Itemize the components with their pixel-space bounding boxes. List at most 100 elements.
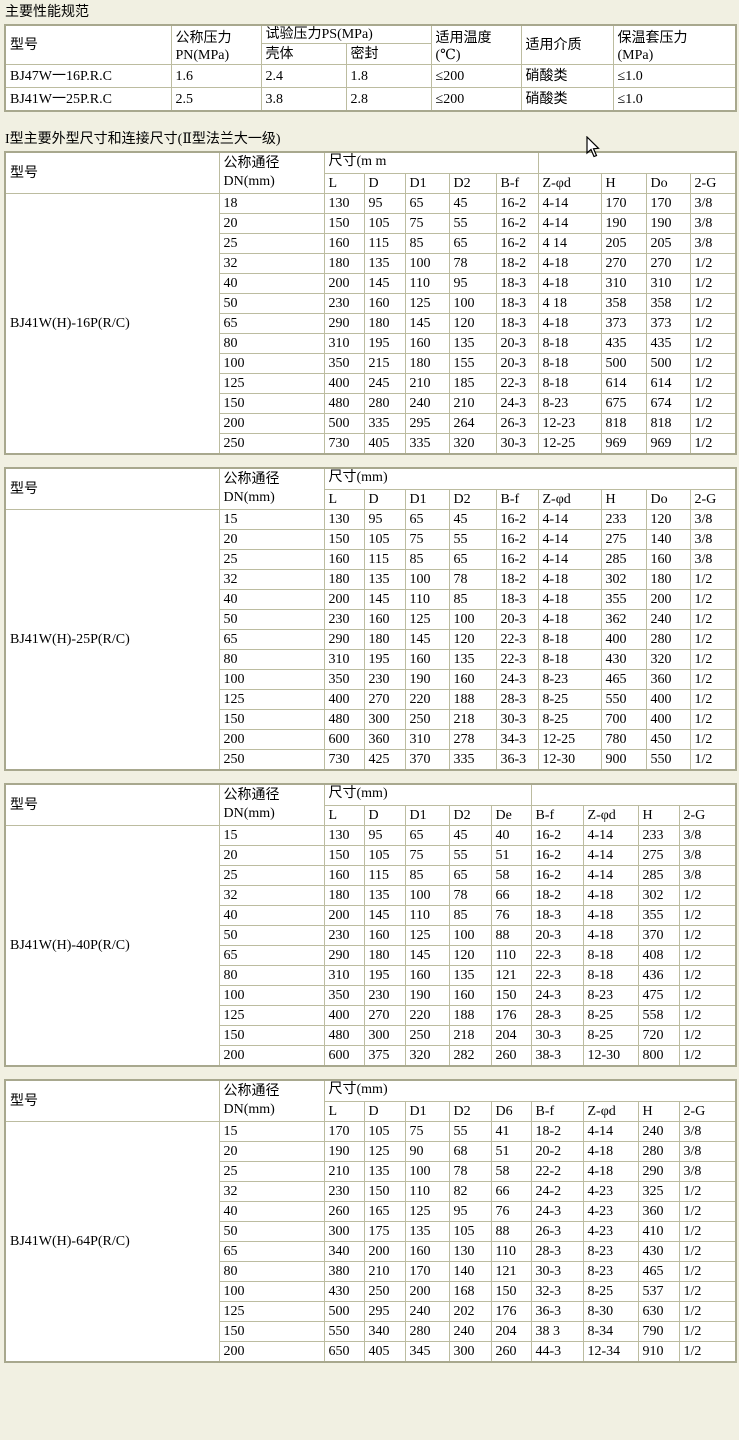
dn-cell: 25 (218, 1161, 325, 1182)
dn-cell: 50 (218, 293, 325, 314)
dimension-table-3: 型号 公称通径 DN(mm) 尺寸(mm) L D D1 D2 De B-f Z-φd H 2-G BJ4… (4, 783, 738, 1067)
dim-value-cell: 125 (404, 609, 450, 630)
dim-value-cell: 20-3 (495, 333, 539, 354)
dim-value-cell: 360 (363, 729, 406, 750)
dim-data-row: 80 310 195 160 135 121 22-3 8-18 436 1/2 (5, 965, 737, 986)
dim-value-cell: 1/2 (678, 925, 737, 946)
dim-value-cell: 436 (637, 965, 680, 986)
dim-value-cell: 295 (404, 413, 450, 434)
nominal-pressure-header: 公称压力 PN(MPa) (170, 24, 262, 65)
dim-value-cell: 12-30 (582, 1045, 639, 1067)
dim-value-cell: 160 (404, 649, 450, 670)
dim-value-cell: 800 (637, 1045, 680, 1067)
dim-value-cell: 8-23 (537, 393, 602, 414)
nominal-diameter-header-line1: 公称通径 (223, 472, 280, 487)
temperature-header-line1: 适用温度 (435, 31, 492, 46)
dn-cell: 25 (218, 233, 325, 254)
dim-value-cell: 8-18 (537, 629, 602, 650)
dim-value-cell: 275 (637, 845, 680, 866)
dim-value-cell: 1/2 (678, 965, 737, 986)
dim-value-cell: 38-3 (530, 1045, 584, 1067)
dim-value-cell: 16-2 (495, 509, 539, 530)
dim-value-cell: 550 (600, 689, 647, 710)
dim-value-cell: 218 (448, 709, 497, 730)
col-header-D6: D6 (490, 1101, 532, 1122)
dim-value-cell: 55 (448, 529, 497, 550)
nominal-diameter-header-line1: 公称通径 (223, 1084, 280, 1099)
dim-value-cell: 195 (363, 649, 406, 670)
dim-value-cell: 28-3 (530, 1005, 584, 1026)
dim-value-cell: 8-25 (537, 689, 602, 710)
dim-value-cell: 130 (323, 193, 365, 214)
dim-value-cell: 290 (323, 629, 365, 650)
col-header-Z-φd: Z-φd (537, 173, 602, 194)
dim-value-cell: 115 (363, 865, 406, 886)
dim-value-cell: 18-2 (530, 885, 584, 906)
dim-value-cell: 260 (490, 1045, 532, 1067)
dim-value-cell: 18-3 (495, 273, 539, 294)
dim-value-cell: 18-2 (530, 1121, 584, 1142)
dim-value-cell: 405 (363, 1341, 406, 1363)
dn-cell: 50 (218, 1221, 325, 1242)
dim-value-cell: 230 (323, 1181, 365, 1202)
dim-value-cell: 302 (600, 569, 647, 590)
dim-value-cell: 335 (448, 749, 497, 771)
dim-value-cell: 3/8 (689, 193, 737, 214)
model-cell: BJ47W一16P.R.C (4, 64, 172, 88)
dim-value-cell: 300 (448, 1341, 492, 1363)
dim-value-cell: 145 (404, 945, 450, 966)
nominal-diameter-header-line2: DN(mm) (223, 806, 275, 821)
dim-value-cell: 408 (637, 945, 680, 966)
dim-value-cell: 66 (490, 1181, 532, 1202)
dim-value-cell: 36-3 (495, 749, 539, 771)
dim-value-cell: 100 (448, 925, 492, 946)
dn-cell: 15 (218, 1121, 325, 1142)
dim-value-cell: 260 (490, 1341, 532, 1363)
dim-value-cell: 275 (600, 529, 647, 550)
dim-value-cell: 180 (363, 313, 406, 334)
dim-value-cell: 4-18 (582, 1161, 639, 1182)
dim-value-cell: 68 (448, 1141, 492, 1162)
dim-value-cell: 430 (323, 1281, 365, 1302)
col-header-Do: Do (645, 489, 691, 510)
dim-value-cell: 24-2 (530, 1181, 584, 1202)
dim-value-cell: 110 (404, 273, 450, 294)
dim-value-cell: 130 (323, 825, 365, 846)
dim-value-cell: 8-25 (582, 1281, 639, 1302)
dim-value-cell: 8-25 (537, 709, 602, 730)
col-header-D2: D2 (448, 805, 492, 826)
dn-cell: 65 (218, 1241, 325, 1262)
dim-value-cell: 8-18 (537, 353, 602, 374)
dim-value-cell: 8-18 (582, 965, 639, 986)
dim-value-cell: 1/2 (678, 1241, 737, 1262)
dim-value-cell: 480 (323, 1025, 365, 1046)
dim-data-row: 200 650 405 345 300 260 44-3 12-34 910 1/2 (5, 1341, 737, 1363)
col-header-2-G: 2-G (689, 489, 737, 510)
dim-value-cell: 190 (600, 213, 647, 234)
col-header-Z-φd: Z-φd (582, 805, 639, 826)
dim-value-cell: 310 (600, 273, 647, 294)
value-cell: 硝酸类 (520, 64, 614, 88)
dim-value-cell: 600 (323, 1045, 365, 1067)
dim-value-cell: 1/2 (689, 569, 737, 590)
dim-data-row: BJ41W(H)-64P(R/C) 15 170 105 75 55 41 18-2 4-14 2… (4, 1121, 737, 1363)
dim-data-row: 65 290 180 145 120 110 22-3 8-18 408 1/2 (5, 945, 737, 966)
dn-cell: 25 (218, 865, 325, 886)
dn-cell: 20 (218, 1141, 325, 1162)
dim-value-cell: 100 (448, 609, 497, 630)
col-header-L: L (323, 173, 365, 194)
dim-value-cell: 8-23 (582, 1261, 639, 1282)
dim-value-cell: 195 (363, 965, 406, 986)
dim-value-cell: 350 (323, 985, 365, 1006)
dim-value-cell: 121 (490, 1261, 532, 1282)
dim-value-cell: 135 (448, 333, 497, 354)
dim-value-cell: 150 (490, 1281, 532, 1302)
dim-value-cell: 410 (637, 1221, 680, 1242)
dn-cell: 200 (218, 1045, 325, 1067)
dn-cell: 125 (218, 689, 325, 710)
dim-value-cell: 180 (363, 629, 406, 650)
dim-value-cell: 240 (645, 609, 691, 630)
dim-value-cell: 558 (637, 1005, 680, 1026)
dim-value-cell: 200 (323, 273, 365, 294)
dim-value-cell: 190 (645, 213, 691, 234)
